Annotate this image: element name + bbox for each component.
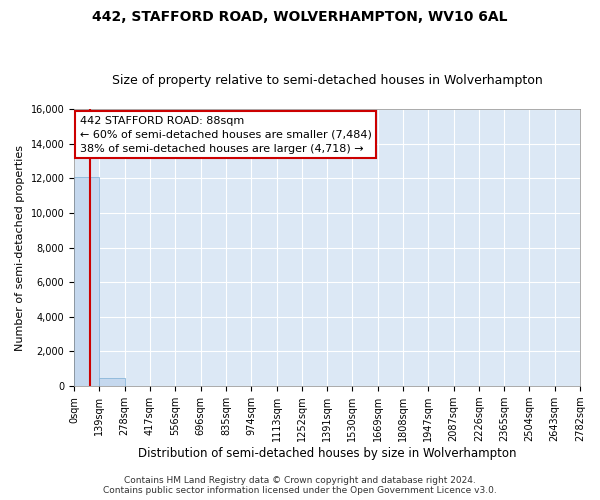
Text: 442 STAFFORD ROAD: 88sqm
← 60% of semi-detached houses are smaller (7,484)
38% o: 442 STAFFORD ROAD: 88sqm ← 60% of semi-d… <box>80 116 371 154</box>
Y-axis label: Number of semi-detached properties: Number of semi-detached properties <box>15 144 25 350</box>
X-axis label: Distribution of semi-detached houses by size in Wolverhampton: Distribution of semi-detached houses by … <box>138 447 517 460</box>
Text: 442, STAFFORD ROAD, WOLVERHAMPTON, WV10 6AL: 442, STAFFORD ROAD, WOLVERHAMPTON, WV10 … <box>92 10 508 24</box>
Bar <box>74 178 100 386</box>
Bar <box>100 378 125 386</box>
Title: Size of property relative to semi-detached houses in Wolverhampton: Size of property relative to semi-detach… <box>112 74 542 87</box>
Text: Contains HM Land Registry data © Crown copyright and database right 2024.
Contai: Contains HM Land Registry data © Crown c… <box>103 476 497 495</box>
